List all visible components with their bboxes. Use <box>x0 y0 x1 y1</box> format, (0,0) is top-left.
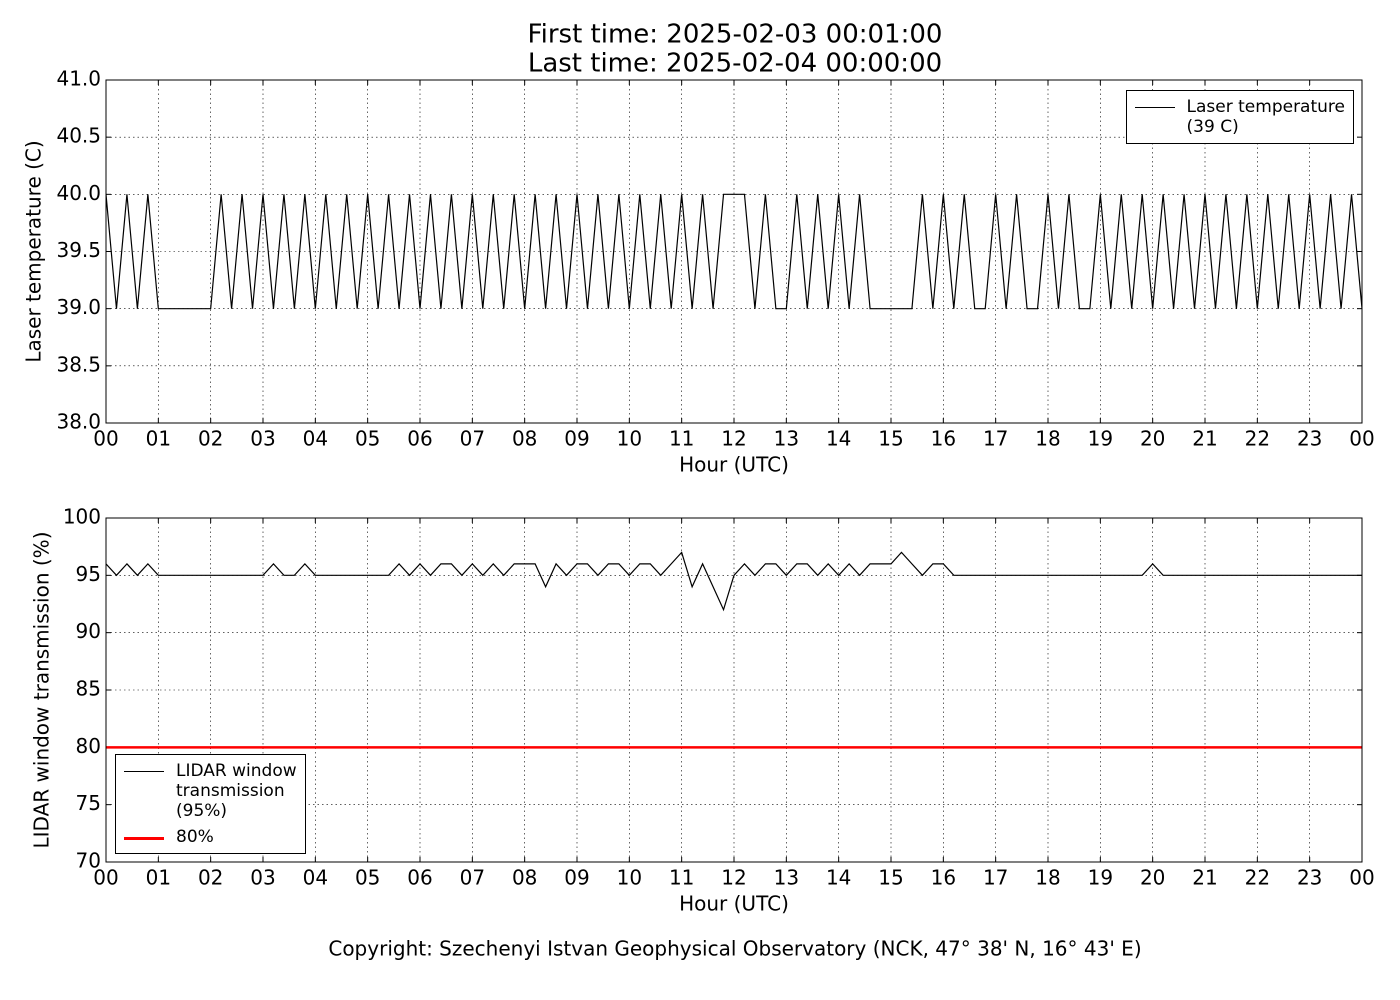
x-tick-label: 02 <box>198 866 223 890</box>
x-tick-label: 05 <box>355 427 380 451</box>
x-tick-label: 22 <box>1245 866 1270 890</box>
x-axis-label: Hour (UTC) <box>679 453 789 477</box>
x-tick-label: 03 <box>250 427 275 451</box>
data-line <box>106 193 1362 310</box>
x-tick-label: 17 <box>983 866 1008 890</box>
y-tick-label: 40.5 <box>56 124 101 148</box>
x-tick-label: 08 <box>512 427 537 451</box>
x-tick-label: 21 <box>1192 427 1217 451</box>
x-tick-label: 23 <box>1297 866 1322 890</box>
x-tick-label: 09 <box>564 866 589 890</box>
y-axis-label: LIDAR window transmission (%) <box>30 532 54 849</box>
legend-entry: Laser temperature (39 C) <box>1134 97 1345 137</box>
y-tick-label: 38.0 <box>56 410 101 434</box>
x-tick-label: 13 <box>774 427 799 451</box>
x-tick-label: 08 <box>512 866 537 890</box>
x-tick-label: 07 <box>460 866 485 890</box>
plot-frame <box>105 517 1363 863</box>
x-tick-label: 17 <box>983 427 1008 451</box>
y-tick-label: 90 <box>76 619 101 643</box>
x-tick-label: 03 <box>250 866 275 890</box>
x-tick-label: 06 <box>407 866 432 890</box>
x-tick-label: 05 <box>355 866 380 890</box>
y-tick-label: 100 <box>63 505 101 529</box>
x-tick-label: 18 <box>1035 427 1060 451</box>
legend-line <box>124 837 164 840</box>
x-tick-label: 10 <box>617 427 642 451</box>
y-tick-label: 75 <box>76 791 101 815</box>
legend: Laser temperature (39 C) <box>1125 90 1354 144</box>
x-tick-label: 21 <box>1192 866 1217 890</box>
x-tick-label: 00 <box>93 427 118 451</box>
y-tick-label: 38.5 <box>56 352 101 376</box>
y-tick-label: 95 <box>76 562 101 586</box>
x-tick-label: 23 <box>1297 427 1322 451</box>
x-tick-label: 13 <box>774 866 799 890</box>
x-tick-label: 12 <box>721 866 746 890</box>
x-tick-label: 16 <box>931 866 956 890</box>
legend-label: LIDAR window transmission (95%) <box>176 761 297 821</box>
plot-frame <box>105 79 1363 424</box>
x-tick-label: 04 <box>303 866 328 890</box>
x-axis-label: Hour (UTC) <box>679 892 789 916</box>
y-tick-label: 39.5 <box>56 238 101 262</box>
x-tick-label: 19 <box>1088 866 1113 890</box>
footer: Copyright: Szechenyi Istvan Geophysical … <box>328 937 1141 961</box>
x-tick-label: 12 <box>721 427 746 451</box>
x-tick-label: 20 <box>1140 427 1165 451</box>
x-tick-label: 00 <box>93 866 118 890</box>
x-tick-label: 01 <box>146 866 171 890</box>
x-tick-label: 20 <box>1140 866 1165 890</box>
y-tick-label: 41.0 <box>56 67 101 91</box>
x-tick-label: 07 <box>460 427 485 451</box>
legend-label: 80% <box>176 827 214 847</box>
x-tick-label: 15 <box>878 866 903 890</box>
y-axis-label: Laser temperature (C) <box>22 140 46 362</box>
x-tick-label: 11 <box>669 427 694 451</box>
x-tick-label: 16 <box>931 427 956 451</box>
y-tick-label: 39.0 <box>56 295 101 319</box>
x-tick-label: 00 <box>1349 866 1374 890</box>
y-tick-label: 70 <box>76 849 101 873</box>
x-tick-label: 10 <box>617 866 642 890</box>
x-tick-label: 15 <box>878 427 903 451</box>
x-tick-label: 04 <box>303 427 328 451</box>
x-tick-label: 09 <box>564 427 589 451</box>
y-tick-label: 40.0 <box>56 181 101 205</box>
x-tick-label: 18 <box>1035 866 1060 890</box>
x-tick-label: 00 <box>1349 427 1374 451</box>
x-tick-label: 19 <box>1088 427 1113 451</box>
legend-line <box>1134 107 1175 108</box>
legend-entry: 80% <box>124 827 297 847</box>
y-tick-label: 85 <box>76 677 101 701</box>
data-line <box>106 551 1362 612</box>
legend-entry: LIDAR window transmission (95%) <box>124 761 297 821</box>
x-tick-label: 01 <box>146 427 171 451</box>
y-tick-label: 80 <box>76 734 101 758</box>
x-tick-label: 02 <box>198 427 223 451</box>
legend: LIDAR window transmission (95%) 80% <box>115 754 306 854</box>
figure-title: First time: 2025-02-03 00:01:00 <box>528 20 943 50</box>
x-tick-label: 22 <box>1245 427 1270 451</box>
x-tick-label: 14 <box>826 427 851 451</box>
figure-subtitle: Last time: 2025-02-04 00:00:00 <box>528 49 942 79</box>
legend-line <box>124 771 164 772</box>
x-tick-label: 06 <box>407 427 432 451</box>
legend-label: Laser temperature (39 C) <box>1186 97 1345 137</box>
x-tick-label: 11 <box>669 866 694 890</box>
x-tick-label: 14 <box>826 866 851 890</box>
